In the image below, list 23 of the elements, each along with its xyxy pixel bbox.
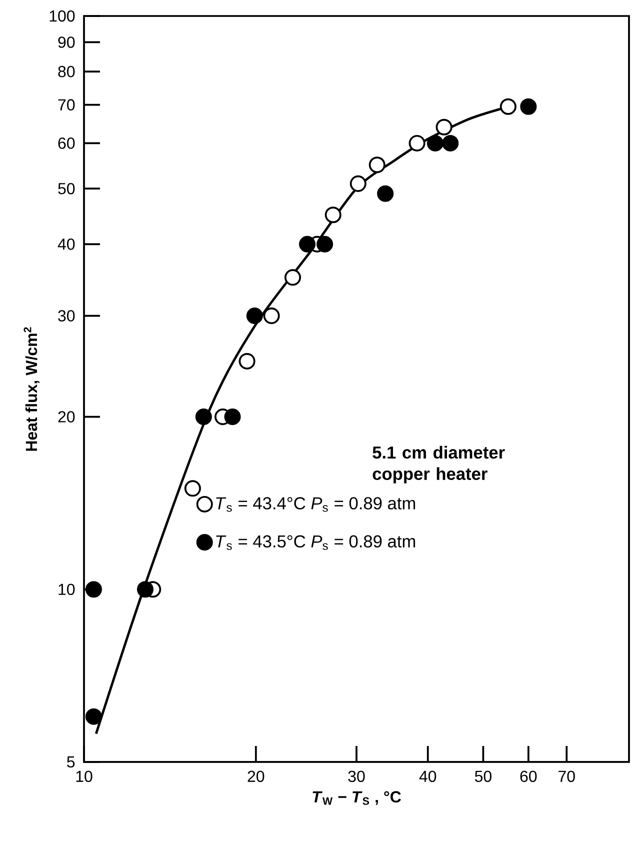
y-tick-label: 50 — [58, 182, 75, 194]
y-tick-label: 5 — [67, 756, 75, 768]
y-tick-label: 10 — [58, 584, 75, 596]
y-tick-label: 100 — [50, 10, 75, 22]
x-tick-label: 30 — [348, 770, 365, 782]
y-tick-label: 60 — [58, 138, 75, 149]
y-tick-label: 40 — [58, 238, 75, 250]
y-tick-label: 20 — [58, 411, 75, 422]
y-tick-label: 80 — [58, 66, 75, 78]
legend-label: T$_{s}$ = 43.5°C P$_{s}$ = 0.89 atm — [216, 535, 416, 550]
y-tick-label: 70 — [58, 99, 75, 110]
annotation: 5.1 cm diameter copper heater — [372, 446, 505, 484]
y-axis-title: Heat flux, W/cm$^{2}$ — [24, 327, 40, 451]
x-tick-label: 70 — [558, 770, 575, 782]
legend-label: T$_{s}$ = 43.4°C P$_{s}$ = 0.89 atm — [216, 497, 416, 512]
x-tick-label: 60 — [520, 770, 537, 782]
x-tick-label: 10 — [76, 770, 92, 782]
x-axis-title: T$_{W}$ − T$_{S}$ , °C — [312, 791, 401, 805]
x-tick-label: 20 — [248, 770, 264, 782]
x-tick-label: 50 — [474, 770, 492, 782]
x-tick-label: 40 — [419, 770, 436, 782]
y-tick-label: 30 — [58, 310, 75, 322]
y-tick-label: 90 — [58, 36, 75, 48]
